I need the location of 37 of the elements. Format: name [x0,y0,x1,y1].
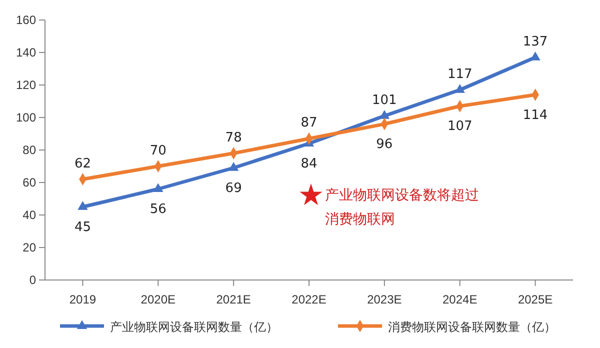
data-label: 117 [447,66,472,82]
data-label: 62 [74,156,91,172]
point [78,200,88,210]
data-label: 70 [150,143,166,158]
y-tick-label: 0 [29,272,36,287]
point [454,84,465,93]
legend-label: 消费物联网设备联网数量（亿） [388,320,556,334]
data-label: 114 [522,108,548,123]
x-tick-label: 2025E [518,292,553,306]
data-label: 78 [225,130,242,146]
x-tick-label: 2022E [292,292,326,306]
x-tick-label: 2019 [69,292,96,306]
y-tick-label: 100 [16,110,36,124]
y-tick-label: 40 [22,208,36,222]
data-label: 45 [74,220,91,235]
data-label: 137 [522,34,548,50]
y-tick-label: 80 [22,142,36,157]
x-tick-label: 2020E [140,292,176,306]
point [228,162,239,171]
data-label: 101 [372,92,397,108]
y-tick-label: 120 [16,78,36,92]
point [153,183,164,192]
x-tick-label: 2023E [367,292,402,306]
data-label: 87 [300,116,318,131]
y-tick-label: 140 [16,45,36,60]
data-label: 107 [447,119,472,134]
x-tick-label: 2024E [442,292,478,306]
y-tick-label: 60 [22,175,36,190]
annotation: 产业物联网设备数将超过消费物联网 [325,188,479,228]
y-tick-label: 20 [22,240,36,254]
legend-label: 产业物联网设备联网数量（亿） [110,320,278,334]
x-tick-label: 2021E [216,292,251,306]
data-label: 69 [225,180,242,196]
data-label: 56 [150,202,166,217]
data-label: 96 [376,137,393,152]
data-label: 84 [300,156,318,172]
y-tick-label: 160 [16,12,36,27]
